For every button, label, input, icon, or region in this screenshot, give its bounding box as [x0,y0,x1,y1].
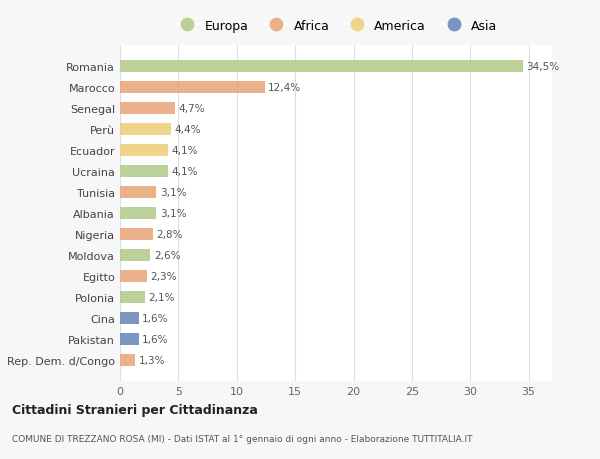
Text: Cittadini Stranieri per Cittadinanza: Cittadini Stranieri per Cittadinanza [12,403,258,416]
Text: 2,8%: 2,8% [156,230,182,239]
Text: 1,3%: 1,3% [139,355,165,365]
Text: 4,7%: 4,7% [178,104,205,114]
Bar [120,250,151,261]
Text: 2,6%: 2,6% [154,250,181,260]
Bar [120,103,175,114]
Bar [120,354,135,366]
Bar [120,61,523,73]
Text: 4,1%: 4,1% [172,167,198,177]
Bar [120,82,265,94]
Text: 1,6%: 1,6% [142,313,169,323]
Legend: Europa, Africa, America, Asia: Europa, Africa, America, Asia [171,16,501,36]
Bar [120,187,156,198]
Bar [120,124,172,135]
Text: 34,5%: 34,5% [526,62,559,72]
Bar [120,270,147,282]
Bar [120,145,168,157]
Text: 2,1%: 2,1% [148,292,175,302]
Text: 1,6%: 1,6% [142,334,169,344]
Bar [120,229,152,240]
Text: 4,4%: 4,4% [175,125,202,134]
Bar [120,291,145,303]
Text: 3,1%: 3,1% [160,208,186,218]
Text: 12,4%: 12,4% [268,83,301,93]
Bar [120,333,139,345]
Bar [120,207,156,219]
Bar [120,313,139,324]
Bar [120,166,168,177]
Text: COMUNE DI TREZZANO ROSA (MI) - Dati ISTAT al 1° gennaio di ogni anno - Elaborazi: COMUNE DI TREZZANO ROSA (MI) - Dati ISTA… [12,434,473,442]
Text: 3,1%: 3,1% [160,188,186,197]
Text: 2,3%: 2,3% [151,271,177,281]
Text: 4,1%: 4,1% [172,146,198,156]
